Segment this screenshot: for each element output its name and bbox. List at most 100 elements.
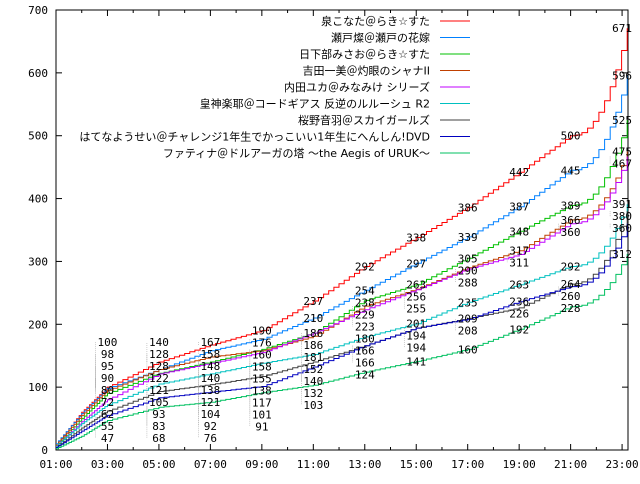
y-tick-label: 0 xyxy=(41,444,48,457)
x-tick-label: 05:00 xyxy=(142,458,175,471)
y-tick-label: 700 xyxy=(28,4,48,17)
data-label: 160 xyxy=(252,349,272,362)
data-label: 292 xyxy=(355,261,375,274)
y-tick-label: 600 xyxy=(28,67,48,80)
legend-label: 瀬戸燦＠瀬戸の花嫁 xyxy=(331,31,430,45)
data-label: 210 xyxy=(303,312,323,325)
legend-label: 皇神楽耶＠コードギアス 反逆のルルーシュ R2 xyxy=(200,97,430,111)
data-label: 121 xyxy=(200,396,220,409)
data-label: 92 xyxy=(204,420,217,433)
series-line xyxy=(56,204,628,447)
data-label: 263 xyxy=(406,279,426,292)
data-label: 263 xyxy=(509,279,529,292)
data-label: 360 xyxy=(561,226,581,239)
series-line xyxy=(56,156,628,448)
data-label: 226 xyxy=(509,308,529,321)
data-label: 155 xyxy=(252,373,272,386)
series-lines xyxy=(56,28,628,450)
data-label: 236 xyxy=(509,296,529,309)
data-label: 445 xyxy=(561,164,581,177)
x-tick-label: 23:00 xyxy=(606,458,639,471)
series-line xyxy=(56,28,628,446)
data-label: 235 xyxy=(458,296,478,309)
y-tick-label: 500 xyxy=(28,130,48,143)
x-tick-label: 15:00 xyxy=(400,458,433,471)
legend-label: 泉こなた＠らき☆すた xyxy=(321,14,430,28)
data-label: 201 xyxy=(406,318,426,331)
data-label: 141 xyxy=(406,355,426,368)
data-label: 158 xyxy=(252,361,272,374)
data-label: 194 xyxy=(406,330,426,343)
data-label: 62 xyxy=(101,408,114,421)
data-label: 596 xyxy=(612,69,632,82)
series-line xyxy=(56,223,628,448)
data-label: 208 xyxy=(458,325,478,338)
data-label: 228 xyxy=(561,302,581,315)
data-label: 391 xyxy=(612,198,632,211)
data-label: 176 xyxy=(252,337,272,350)
data-label: 442 xyxy=(509,166,529,179)
data-label: 264 xyxy=(561,278,581,291)
data-label: 389 xyxy=(561,200,581,213)
data-label: 366 xyxy=(561,214,581,227)
data-label: 105 xyxy=(149,396,169,409)
data-label: 100 xyxy=(98,336,118,349)
data-label: 72 xyxy=(101,396,114,409)
data-label: 138 xyxy=(252,385,272,398)
data-label: 192 xyxy=(509,323,529,336)
data-label: 292 xyxy=(561,261,581,274)
data-label: 103 xyxy=(303,399,323,412)
series-line xyxy=(56,151,628,446)
y-tick-label: 200 xyxy=(28,318,48,331)
data-label: 238 xyxy=(355,296,375,309)
data-label: 122 xyxy=(149,372,169,385)
data-label: 194 xyxy=(406,342,426,355)
data-label: 104 xyxy=(200,408,220,421)
data-label: 90 xyxy=(101,372,114,385)
data-label: 83 xyxy=(152,420,165,433)
data-label: 475 xyxy=(612,145,632,158)
data-label: 312 xyxy=(612,248,632,261)
data-label: 386 xyxy=(458,201,478,214)
data-label: 290 xyxy=(458,264,478,277)
data-label: 288 xyxy=(458,276,478,289)
plot-frame xyxy=(55,9,629,451)
data-label: 360 xyxy=(612,222,632,235)
legend-label: 日下部みさお＠らき☆すた xyxy=(299,47,430,61)
data-label: 91 xyxy=(255,421,268,434)
data-label: 317 xyxy=(509,245,529,258)
data-label: 671 xyxy=(612,22,632,35)
data-label: 80 xyxy=(101,384,114,397)
data-label: 121 xyxy=(149,384,169,397)
data-label: 140 xyxy=(303,375,323,388)
data-label: 138 xyxy=(200,384,220,397)
x-tick-label: 03:00 xyxy=(91,458,124,471)
data-label: 209 xyxy=(458,313,478,326)
data-label: 158 xyxy=(200,348,220,361)
data-label: 260 xyxy=(561,290,581,303)
data-label: 186 xyxy=(303,327,323,340)
series-line xyxy=(56,253,628,450)
data-label: 128 xyxy=(149,348,169,361)
data-label: 255 xyxy=(406,303,426,316)
x-tick-label: 01:00 xyxy=(39,458,72,471)
data-label: 186 xyxy=(303,339,323,352)
data-label: 181 xyxy=(303,351,323,364)
data-label: 167 xyxy=(200,336,220,349)
data-label: 95 xyxy=(101,360,114,373)
x-tick-label: 11:00 xyxy=(297,458,330,471)
data-label: 152 xyxy=(303,363,323,376)
data-label: 348 xyxy=(509,225,529,238)
x-tick-label: 07:00 xyxy=(194,458,227,471)
x-tick-label: 09:00 xyxy=(245,458,278,471)
data-label: 223 xyxy=(355,320,375,333)
x-tick-label: 17:00 xyxy=(451,458,484,471)
x-tick-label: 13:00 xyxy=(348,458,381,471)
data-label: 128 xyxy=(149,360,169,373)
data-label: 387 xyxy=(509,201,529,214)
data-label: 68 xyxy=(152,432,165,445)
data-label: 339 xyxy=(458,231,478,244)
legend: 泉こなた＠らき☆すた瀬戸燦＠瀬戸の花嫁日下部みさお＠らき☆すた吉田一美＠灼眼のシ… xyxy=(79,14,470,160)
data-label: 500 xyxy=(561,130,581,143)
